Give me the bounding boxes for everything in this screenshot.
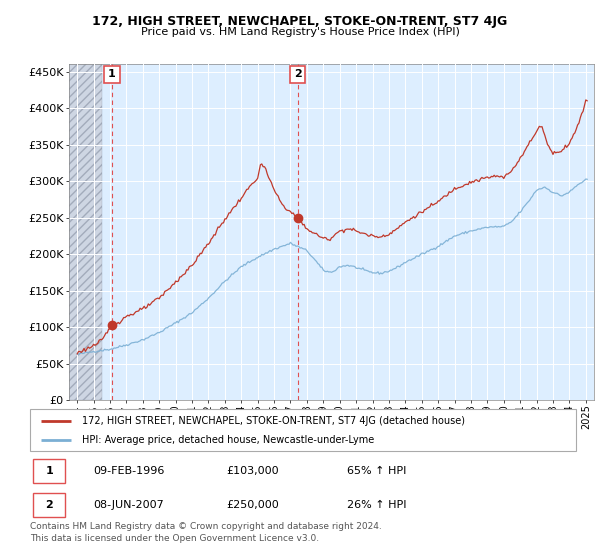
Bar	[69, 64, 102, 400]
Text: 172, HIGH STREET, NEWCHAPEL, STOKE-ON-TRENT, ST7 4JG: 172, HIGH STREET, NEWCHAPEL, STOKE-ON-TR…	[92, 15, 508, 28]
Text: £103,000: £103,000	[227, 466, 279, 476]
Text: 172, HIGH STREET, NEWCHAPEL, STOKE-ON-TRENT, ST7 4JG (detached house): 172, HIGH STREET, NEWCHAPEL, STOKE-ON-TR…	[82, 417, 465, 426]
Text: 1: 1	[108, 69, 116, 80]
Text: 08-JUN-2007: 08-JUN-2007	[93, 500, 164, 510]
Text: 1: 1	[45, 466, 53, 476]
Text: 2: 2	[294, 69, 302, 80]
Bar	[33, 459, 65, 483]
Text: 26% ↑ HPI: 26% ↑ HPI	[347, 500, 406, 510]
Text: Contains HM Land Registry data © Crown copyright and database right 2024.
This d: Contains HM Land Registry data © Crown c…	[30, 522, 382, 543]
Text: 65% ↑ HPI: 65% ↑ HPI	[347, 466, 406, 476]
Text: HPI: Average price, detached house, Newcastle-under-Lyme: HPI: Average price, detached house, Newc…	[82, 435, 374, 445]
Text: 09-FEB-1996: 09-FEB-1996	[93, 466, 164, 476]
Text: £250,000: £250,000	[227, 500, 280, 510]
Text: 2: 2	[45, 500, 53, 510]
Bar	[33, 493, 65, 517]
Text: Price paid vs. HM Land Registry's House Price Index (HPI): Price paid vs. HM Land Registry's House …	[140, 27, 460, 38]
